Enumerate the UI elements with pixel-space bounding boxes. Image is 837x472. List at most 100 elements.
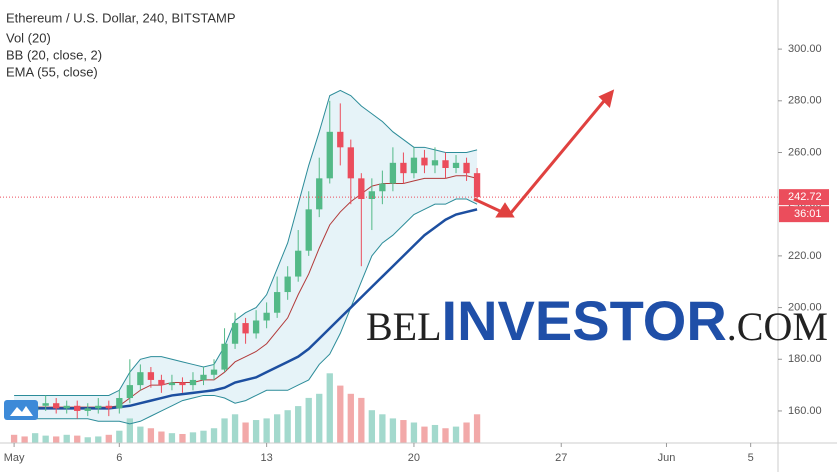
candle-body xyxy=(337,131,344,148)
candle-body xyxy=(295,250,302,277)
volume-bar xyxy=(389,418,397,443)
logo xyxy=(4,400,38,420)
volume-bar xyxy=(358,397,365,443)
candle-body xyxy=(389,162,397,184)
x-tick-label: 13 xyxy=(261,452,273,464)
last-price-box xyxy=(779,189,829,206)
volume-bar xyxy=(63,434,70,443)
volume-bar xyxy=(21,436,28,443)
x-tick-label: 20 xyxy=(408,452,420,464)
candle-body xyxy=(74,405,81,411)
volume-bar xyxy=(316,393,323,443)
volume-bar xyxy=(189,432,197,443)
volume-bar xyxy=(158,431,165,443)
logo-icon xyxy=(10,406,33,416)
candle-body xyxy=(168,382,176,386)
volume-bar xyxy=(252,420,260,443)
candle-body xyxy=(400,162,407,174)
candle-body xyxy=(326,131,333,179)
volume-bar xyxy=(126,418,133,443)
candle-body xyxy=(347,147,354,179)
volume-bar xyxy=(147,428,155,443)
y-tick-label: 200.00 xyxy=(788,301,822,313)
volume-bar xyxy=(137,426,144,443)
candle-body xyxy=(53,403,60,409)
watermark-name: INVESTOR xyxy=(442,289,727,352)
candle-body xyxy=(84,408,91,411)
bb-lower xyxy=(14,198,478,425)
volume-bar xyxy=(95,436,102,443)
volume-bar xyxy=(410,422,418,443)
candle-body xyxy=(452,162,460,168)
candle-body xyxy=(273,292,281,313)
candle-body xyxy=(105,405,112,409)
volume-bar xyxy=(473,414,481,443)
volume-bar xyxy=(242,422,249,443)
y-tick-label: 220.00 xyxy=(788,250,822,262)
volume-bar xyxy=(273,414,281,443)
volume-bar xyxy=(84,437,91,443)
watermark: BELINVESTOR.COM xyxy=(366,289,828,352)
x-tick-label: 5 xyxy=(748,452,754,464)
candle-body xyxy=(368,191,376,200)
candle-body xyxy=(252,320,260,334)
indicator-label: EMA (55, close) xyxy=(6,64,98,79)
candle-body xyxy=(137,372,144,386)
candle-body xyxy=(116,398,123,409)
volume-bar xyxy=(452,426,460,443)
x-tick-label: 6 xyxy=(116,452,122,464)
candle-body xyxy=(158,379,165,386)
volume-bar xyxy=(263,418,270,443)
arrowhead xyxy=(598,89,615,108)
candle-body xyxy=(179,382,186,386)
candle-body xyxy=(242,323,249,334)
volume-bar xyxy=(463,422,470,443)
volume-bar xyxy=(326,373,333,443)
x-tick-label: Jun xyxy=(658,452,676,464)
candle-body xyxy=(63,405,70,409)
volume-bar xyxy=(105,434,112,443)
volume-bar xyxy=(284,410,291,443)
volume-bar xyxy=(116,430,123,443)
candle-body xyxy=(210,369,218,375)
countdown-label: 36:01 xyxy=(794,208,822,220)
x-tick-label: May xyxy=(4,452,25,464)
volume-bar xyxy=(200,430,207,443)
x-tick-label: 27 xyxy=(555,452,567,464)
volume-bar xyxy=(179,433,186,443)
bb-middle xyxy=(14,175,478,408)
volume-bar xyxy=(10,434,18,443)
candle-body xyxy=(95,405,102,409)
y-tick-label: 180.00 xyxy=(788,353,822,365)
bb-upper xyxy=(14,89,478,396)
candle-body xyxy=(263,312,270,321)
volume-bar xyxy=(379,414,386,443)
volume-bar xyxy=(168,433,176,443)
candle-body xyxy=(463,162,470,174)
candle-body xyxy=(305,209,312,251)
chart-title: Ethereum / U.S. Dollar, 240, BITSTAMP xyxy=(6,10,236,25)
candle-body xyxy=(358,178,365,200)
arrowhead xyxy=(495,202,515,218)
candle-body xyxy=(410,157,418,174)
candle-body xyxy=(379,183,386,192)
candle-body xyxy=(200,374,207,380)
annotation-arrows xyxy=(473,89,615,218)
candle-body xyxy=(421,157,428,166)
y-tick-label: 300.00 xyxy=(788,43,822,55)
volume-bar xyxy=(210,428,218,443)
ema-line xyxy=(14,208,478,410)
y-tick-label: 160.00 xyxy=(788,405,822,417)
candle-body xyxy=(221,343,228,370)
candle-body xyxy=(126,385,133,399)
candle-body xyxy=(42,403,49,406)
volume-bar xyxy=(368,410,376,443)
indicator-label: Vol (20) xyxy=(6,30,51,45)
volume-bar xyxy=(295,406,302,443)
watermark-suffix: .COM xyxy=(727,304,828,349)
arrow-up xyxy=(508,100,606,215)
volume-bar xyxy=(347,393,354,443)
volume-bar xyxy=(421,426,428,443)
volume-bar xyxy=(53,436,60,443)
